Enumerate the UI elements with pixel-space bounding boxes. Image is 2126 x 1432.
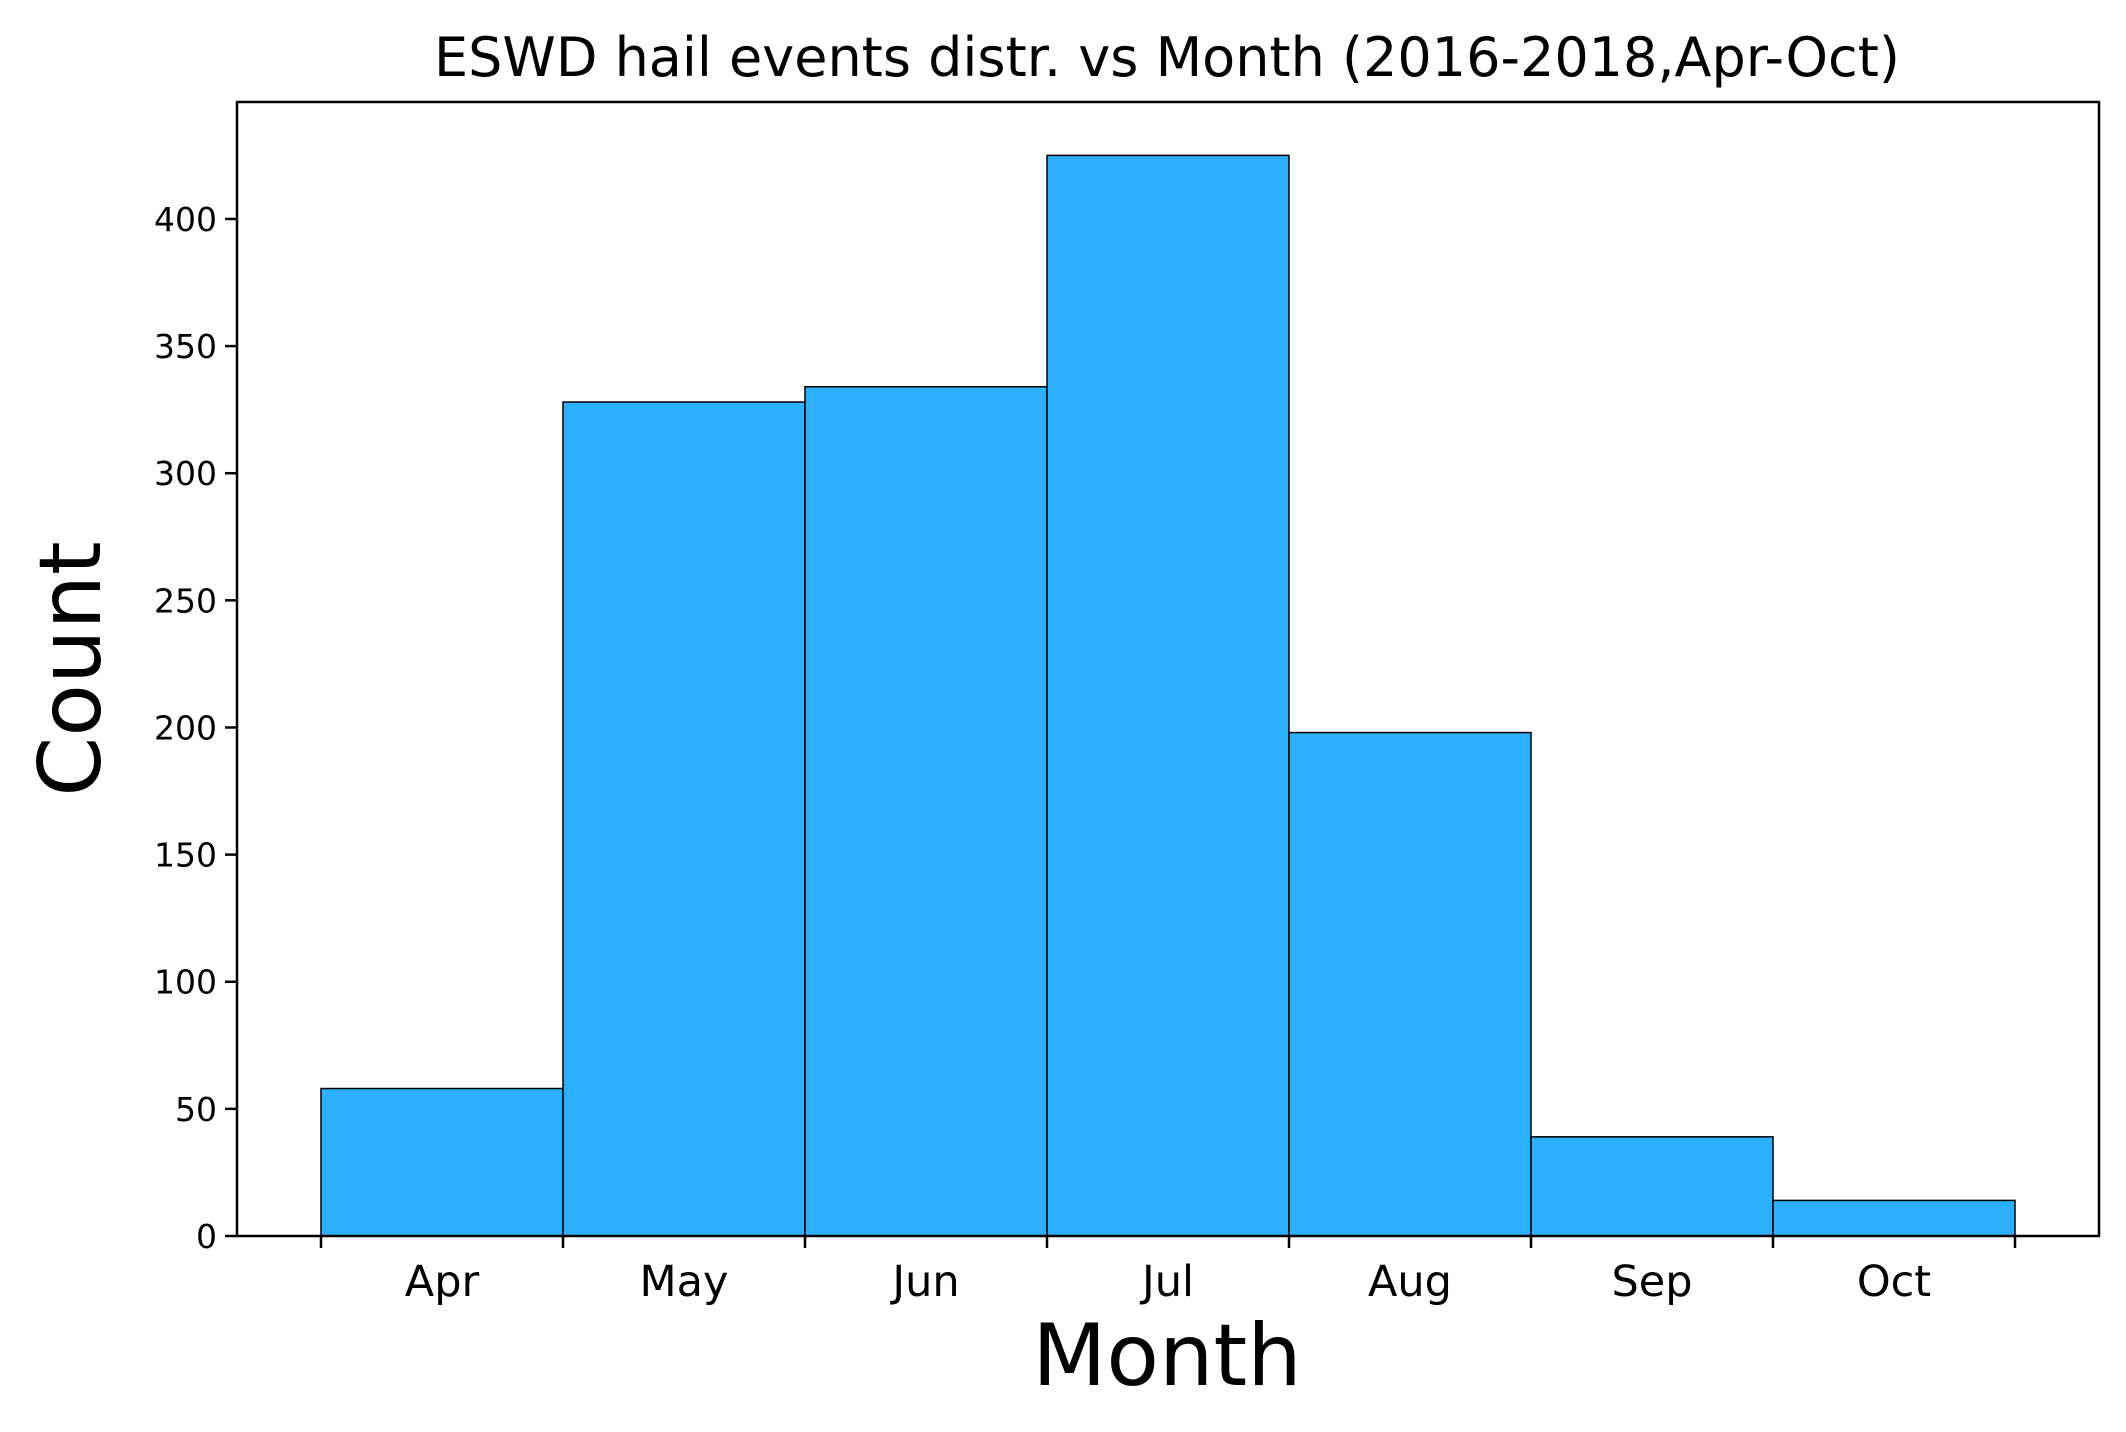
x-tick-label-apr: Apr [405, 1257, 480, 1307]
y-tick-label-350: 350 [154, 327, 217, 366]
chart-title: ESWD hail events distr. vs Month (2016-2… [434, 26, 1900, 89]
y-tick-label-0: 0 [196, 1217, 217, 1256]
y-tick-label-400: 400 [154, 200, 217, 239]
x-tick-label-aug: Aug [1368, 1257, 1452, 1307]
plot-frame [235, 100, 2101, 1238]
x-tick-label-oct: Oct [1857, 1257, 1931, 1307]
x-axis-label: Month [1032, 1306, 1302, 1406]
x-tick-label-sep: Sep [1611, 1257, 1692, 1307]
bar-oct [1772, 1199, 2016, 1237]
x-tick-label-jun: Jun [889, 1257, 959, 1307]
y-tick-label-50: 50 [175, 1090, 217, 1129]
y-axis: 0 50 100 150 200 250 300 350 400 [154, 200, 237, 1256]
bar-may [562, 401, 806, 1237]
y-tick-label-100: 100 [154, 963, 217, 1002]
bar-jul [1046, 154, 1290, 1237]
bar-apr [320, 1087, 564, 1237]
bar-jun [804, 386, 1048, 1237]
x-tick-label-may: May [640, 1257, 729, 1307]
x-axis: Apr May Jun Jul Aug Sep Oct [319, 1236, 2017, 1307]
y-tick-label-150: 150 [154, 836, 217, 875]
bar-sep [1530, 1136, 1774, 1237]
y-axis-label: Count [21, 541, 121, 796]
y-tick-label-300: 300 [154, 454, 217, 493]
bars-group [320, 154, 2016, 1237]
x-tick-label-jul: Jul [1139, 1257, 1194, 1307]
y-tick-label-200: 200 [154, 708, 217, 747]
bar-aug [1288, 731, 1532, 1237]
y-tick-label-250: 250 [154, 581, 217, 620]
